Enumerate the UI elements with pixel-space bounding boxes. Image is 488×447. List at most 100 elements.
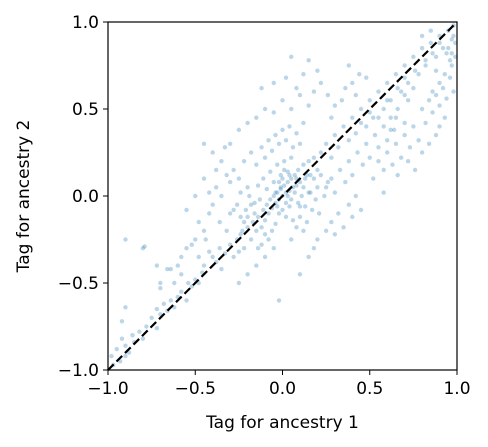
data-point [287,204,292,209]
data-point [154,263,160,268]
data-point [266,211,271,216]
data-point [306,103,311,108]
data-point [390,162,395,167]
data-point [210,202,215,207]
data-point [245,214,250,220]
data-point [154,326,160,331]
data-point [381,124,386,129]
data-point [186,280,191,286]
data-point [238,190,243,195]
data-point [405,159,411,164]
data-point [282,183,287,188]
data-point [278,185,283,190]
data-point [289,237,294,242]
data-point [358,120,364,126]
data-point [179,272,184,277]
data-point [430,89,435,94]
data-point [189,242,194,247]
data-point [393,72,399,77]
data-point [353,131,358,136]
data-point [282,159,287,164]
data-point [109,353,114,359]
data-point [262,254,268,260]
data-point [301,72,306,77]
data-point [119,336,125,341]
data-point [119,319,125,324]
data-point [292,172,297,178]
data-point [346,159,352,164]
data-point [123,353,128,359]
data-point [306,254,311,260]
data-point [297,204,303,209]
data-point [245,120,250,126]
data-point [337,167,343,173]
data-point [364,124,369,129]
data-point [224,172,229,178]
data-point [346,138,352,143]
data-point [254,162,259,167]
data-point [224,228,229,233]
data-point [323,185,329,190]
data-point [283,138,289,143]
data-point [175,263,180,268]
x-tick-label: −0.5 [175,379,216,399]
data-point [316,211,322,216]
data-point [280,127,285,133]
data-point [201,141,207,146]
data-point [184,298,189,303]
data-point [309,207,315,213]
data-point [371,115,376,120]
data-point [433,68,439,73]
data-point [168,266,174,272]
data-point [193,237,198,242]
data-point [453,40,458,46]
data-point [207,211,212,216]
data-point [184,207,189,213]
data-point [437,40,442,46]
data-point [306,159,311,164]
data-point [315,68,320,73]
data-point [313,197,318,202]
data-point [271,110,276,115]
data-point [416,72,421,77]
data-point [210,150,215,155]
data-point [130,333,135,338]
data-point [449,63,454,68]
data-point [341,124,346,129]
data-point [227,179,233,185]
data-point [255,246,261,251]
data-point [308,190,313,195]
data-point [301,162,306,167]
data-point [428,40,434,46]
data-point [255,214,261,220]
data-point [437,124,442,129]
data-point [217,246,222,251]
data-point [451,33,456,39]
data-point [261,207,266,213]
data-point [252,200,257,206]
x-axis-label: Tag for ancestry 1 [205,413,359,433]
data-point [301,185,306,190]
data-point [398,155,404,160]
data-point [269,148,275,153]
data-point [433,92,439,98]
data-point [236,280,242,286]
data-point [275,204,280,209]
data-point [280,98,285,103]
data-point [207,249,212,254]
data-point [357,72,362,77]
data-point [343,85,348,91]
data-point [234,202,240,207]
data-point [343,179,348,185]
data-point [248,237,254,242]
data-point [381,106,386,112]
data-point [227,141,233,146]
data-point [231,167,236,173]
data-point [289,197,294,202]
data-point [290,218,296,223]
data-point [306,190,311,195]
data-point [329,176,334,181]
data-point [248,202,254,207]
data-point [154,306,160,312]
data-point [240,228,245,233]
